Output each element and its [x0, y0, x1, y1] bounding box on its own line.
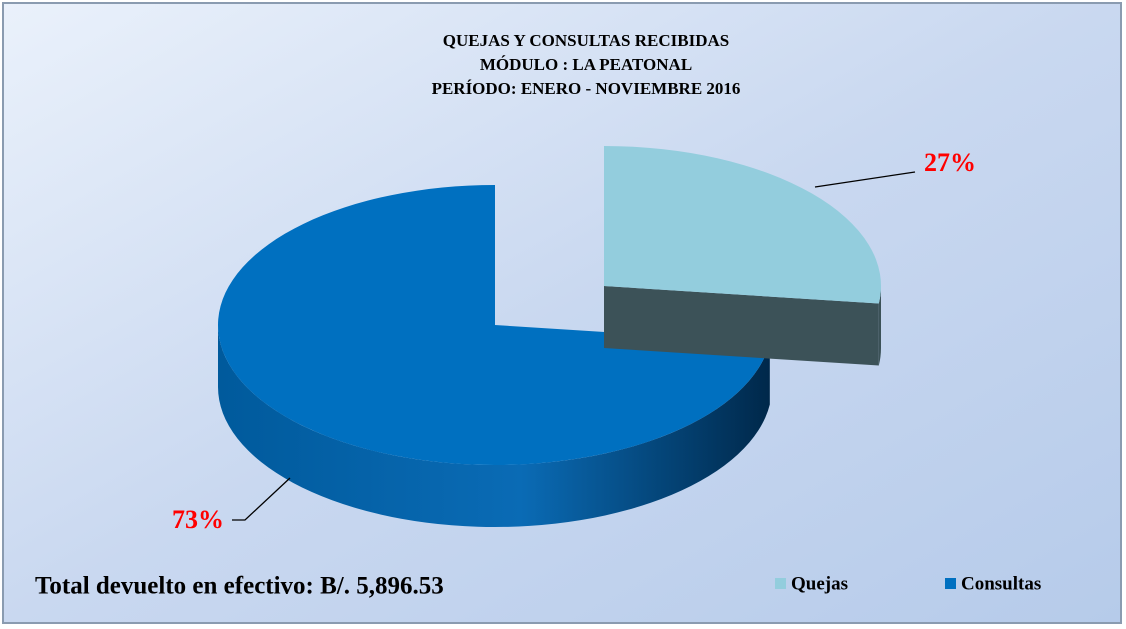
pie-slice — [604, 146, 881, 304]
annotation: Total devuelto en efectivo: B/. 5,896.53 — [35, 573, 444, 600]
data-label: 27% — [924, 148, 976, 177]
slice-side — [218, 325, 770, 528]
leader-line — [814, 171, 916, 188]
legend-swatch — [945, 578, 956, 589]
leader-line — [232, 477, 291, 521]
legend-label: Quejas — [791, 573, 848, 594]
pie — [218, 146, 881, 528]
slice-cut-face — [604, 286, 879, 366]
pie-slice — [218, 185, 770, 465]
legend-label: Consultas — [961, 573, 1041, 594]
legend-swatch — [775, 578, 786, 589]
slice-side — [878, 286, 881, 366]
chart-subtitle: PERÍODO: ENERO - NOVIEMBRE 2016 — [432, 79, 741, 98]
data-label: 73% — [172, 505, 224, 534]
chart-subtitle: MÓDULO : LA PEATONAL — [480, 55, 692, 74]
chart-title: QUEJAS Y CONSULTAS RECIBIDAS — [443, 31, 729, 50]
